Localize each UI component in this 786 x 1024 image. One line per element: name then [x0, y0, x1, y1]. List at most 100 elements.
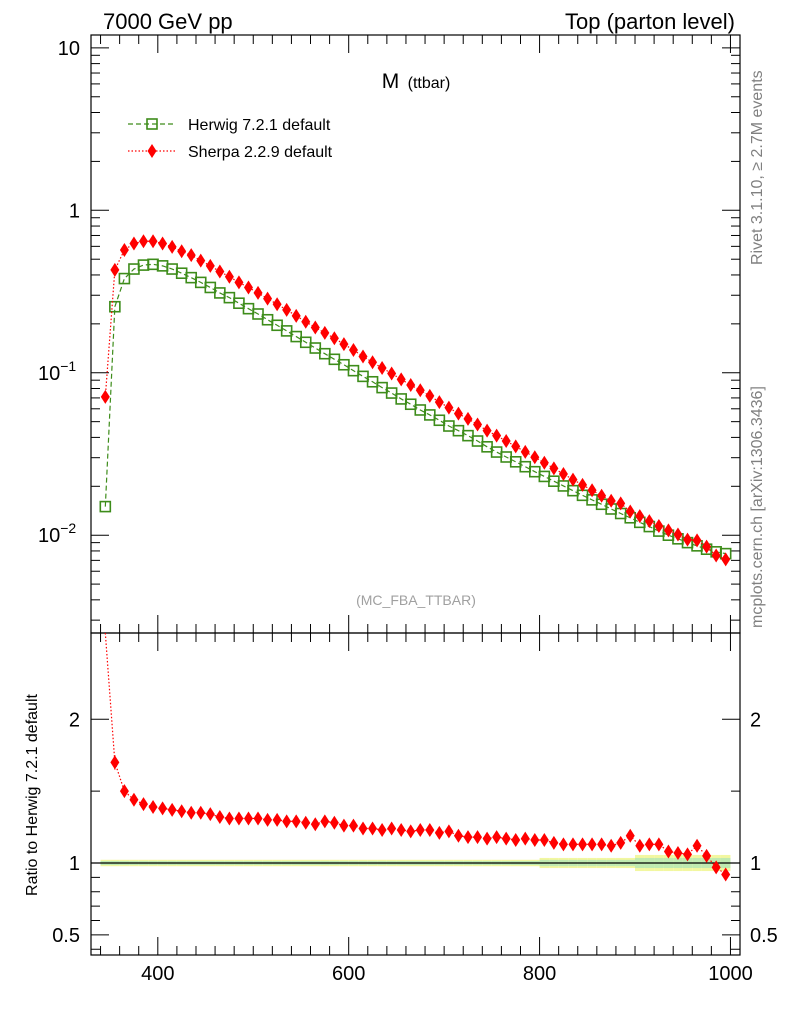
ratio-sherpa-point	[167, 802, 177, 817]
ratio-sherpa-point	[339, 818, 349, 833]
ratio-sherpa-point	[148, 799, 158, 814]
ratio-sherpa-point	[453, 828, 463, 843]
ratio-sherpa-point	[616, 835, 626, 850]
header-right: Top (parton level)	[565, 9, 735, 34]
sherpa-point	[692, 533, 702, 548]
x-tick-label: 400	[141, 963, 174, 985]
herwig-point	[357, 370, 369, 383]
ratio-sherpa-point	[482, 831, 492, 846]
ratio-sherpa-point	[692, 838, 702, 853]
ratio-sherpa-point	[425, 822, 435, 837]
x-tick-label: 800	[523, 963, 556, 985]
ratio-sherpa-point	[702, 848, 712, 863]
ratio-sherpa-point	[663, 844, 673, 859]
main-y-tick-labels: 10 1 10−1 10−2	[38, 38, 80, 547]
sherpa-point	[597, 488, 607, 503]
legend-entry-herwig: Herwig 7.2.1 default	[128, 117, 331, 134]
header-left: 7000 GeV pp	[103, 9, 233, 34]
sherpa-point	[558, 467, 568, 482]
sherpa-point	[377, 360, 387, 375]
ratio-sherpa-point	[282, 814, 292, 829]
ratio-y-label: Ratio to Herwig 7.2.1 default	[24, 694, 41, 896]
ratio-sherpa-point	[711, 860, 721, 875]
herwig-point	[433, 414, 446, 427]
main-y-tick-label: 10−2	[38, 520, 76, 547]
sherpa-point	[511, 439, 521, 454]
legend: Herwig 7.2.1 default Sherpa 2.2.9 default	[128, 117, 333, 161]
herwig-point	[109, 300, 121, 313]
ratio-sherpa-point	[158, 801, 168, 816]
ratio-y-tick-label-left: 0.5	[52, 925, 80, 947]
sherpa-point	[453, 406, 463, 421]
ratio-sherpa-point	[368, 821, 378, 836]
ratio-sherpa-point	[387, 821, 397, 836]
herwig-point	[185, 271, 198, 284]
sherpa-point	[291, 308, 301, 323]
ratio-sherpa-point	[473, 830, 483, 845]
sherpa-point	[673, 527, 683, 542]
main-y-tick-label: 10	[58, 38, 80, 60]
sherpa-point	[263, 291, 273, 306]
legend-label-sherpa: Sherpa 2.2.9 default	[188, 144, 333, 161]
sherpa-point	[463, 411, 473, 426]
main-y-tick-label: 10−1	[38, 358, 76, 385]
sherpa-point	[444, 400, 454, 415]
ratio-series-layer	[104, 632, 731, 882]
ratio-sherpa-point	[138, 797, 148, 812]
sherpa-point	[119, 242, 129, 257]
herwig-point	[204, 281, 217, 294]
ratio-y-tick-label-left: 1	[69, 853, 80, 875]
sherpa-point	[234, 275, 244, 290]
ratio-sherpa-point	[578, 837, 588, 852]
ratio-sherpa-point	[683, 847, 693, 862]
ratio-sherpa-point	[377, 822, 387, 837]
ratio-sherpa-point	[520, 831, 530, 846]
sherpa-point	[663, 523, 673, 538]
ratio-sherpa-point	[310, 817, 320, 832]
ratio-sherpa-point	[272, 812, 282, 827]
sherpa-point	[492, 428, 502, 443]
plot-title: M (ttbar)	[382, 70, 451, 93]
sherpa-point	[301, 314, 311, 329]
sherpa-point	[434, 395, 444, 410]
sherpa-point	[616, 496, 626, 511]
ratio-sherpa-point	[205, 807, 215, 822]
ratio-sherpa-point	[597, 837, 607, 852]
sherpa-point	[568, 472, 578, 487]
ratio-sherpa-point	[301, 815, 311, 830]
ratio-sherpa-point	[444, 824, 454, 839]
herwig-point	[519, 460, 532, 473]
x-tick-label: 1000	[708, 963, 753, 985]
plot-title-main: M	[382, 70, 400, 93]
sherpa-point	[721, 552, 731, 567]
sherpa-point	[110, 262, 120, 277]
ratio-sherpa-point	[654, 837, 664, 852]
herwig-point	[233, 297, 245, 310]
ratio-sherpa-point	[396, 822, 406, 837]
ratio-sherpa-point	[415, 822, 425, 837]
sherpa-point	[320, 325, 330, 340]
main-panel: 10 1 10−1 10−2 M (ttbar) (MC_FBA_TTBAR) Her…	[38, 34, 741, 634]
sherpa-point	[711, 548, 721, 563]
ratio-panel: 2 2 1 1 0.5 0.5 400 600 800 1000	[52, 632, 778, 985]
legend-label-herwig: Herwig 7.2.1 default	[188, 117, 331, 134]
ratio-sherpa-point	[329, 815, 339, 830]
herwig-point	[490, 446, 503, 458]
sherpa-point	[387, 366, 397, 381]
ratio-sherpa-point	[320, 814, 330, 829]
herwig-point	[280, 325, 293, 337]
sherpa-point	[625, 504, 635, 519]
herwig-point	[309, 342, 322, 354]
herwig-point	[99, 500, 112, 513]
sherpa-point	[243, 280, 253, 295]
ratio-sherpa-point	[215, 810, 225, 824]
sherpa-point	[329, 331, 339, 346]
plot-title-sub: (ttbar)	[408, 75, 451, 92]
legend-marker-sherpa	[147, 144, 157, 158]
ratio-sherpa-point	[568, 837, 578, 852]
sherpa-point	[578, 477, 588, 492]
ratio-sherpa-point	[539, 833, 549, 847]
herwig-point	[404, 398, 417, 411]
ratio-sherpa-point	[234, 811, 244, 826]
